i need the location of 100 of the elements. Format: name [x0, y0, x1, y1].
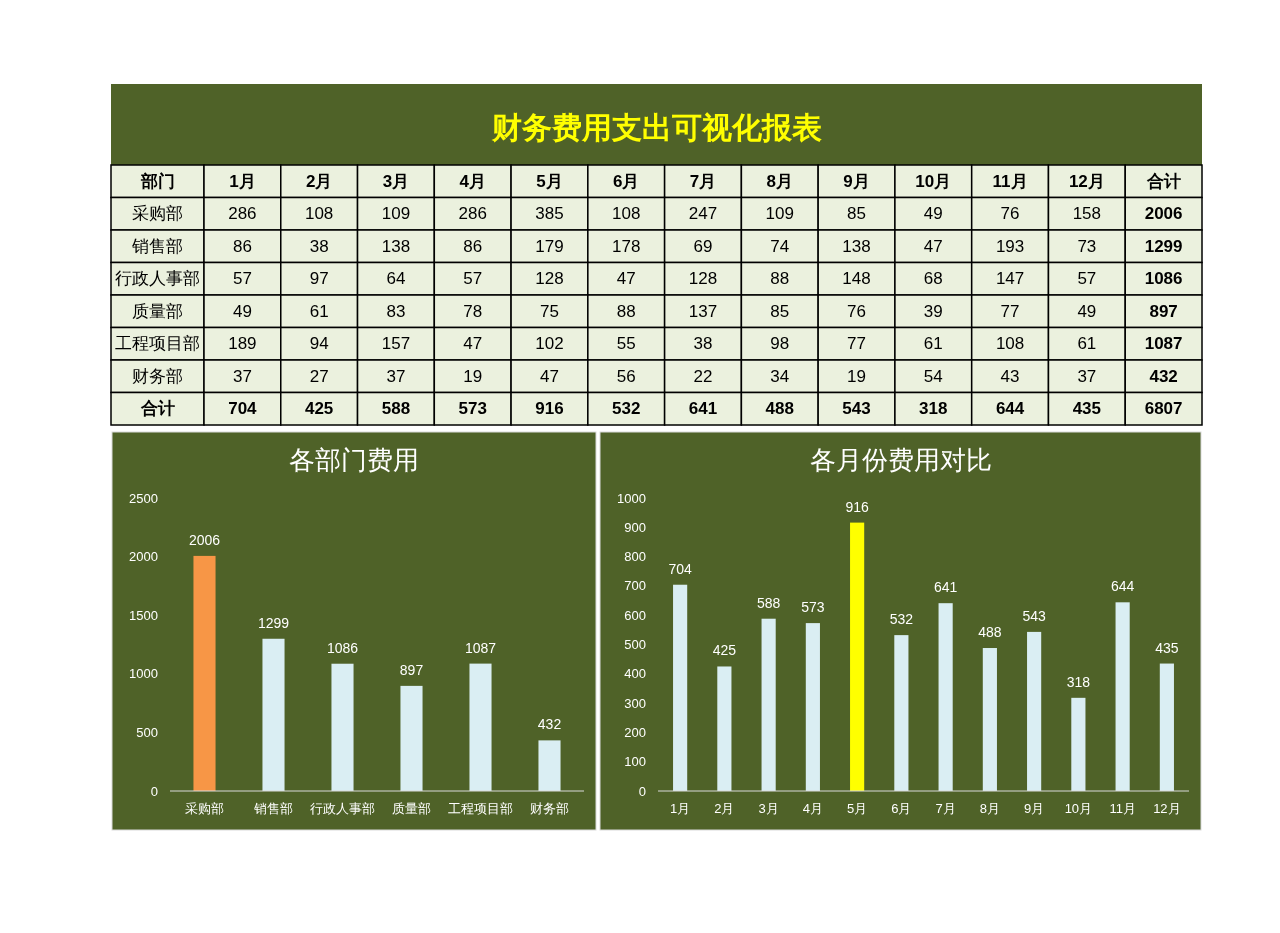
x-tick-label: 11月 [1109, 800, 1136, 816]
bar [400, 685, 423, 791]
data-label: 432 [537, 716, 562, 733]
data-label: 148 [842, 269, 871, 289]
data-label: 128 [535, 269, 564, 289]
data-label: 94 [309, 334, 329, 354]
data-label: 108 [995, 334, 1025, 354]
x-tick-label: 3月 [382, 171, 410, 191]
data-label: 43 [1000, 366, 1020, 386]
bar [1071, 697, 1086, 791]
data-label: 385 [535, 204, 564, 224]
data-label: 897 [399, 661, 424, 678]
data-label: 85 [770, 301, 790, 321]
data-label: 488 [765, 399, 794, 419]
y-tick-label: 800 [624, 549, 646, 565]
data-label: 34 [770, 366, 790, 386]
data-label: 157 [381, 334, 411, 354]
data-label: 73 [1077, 236, 1097, 256]
y-tick-label: 500 [624, 637, 646, 652]
data-label: 37 [386, 366, 406, 386]
data-label: 39 [923, 301, 943, 321]
data-label: 1299 [1144, 236, 1183, 256]
data-label: 543 [1022, 607, 1047, 624]
data-label: 47 [463, 334, 483, 354]
x-tick-label: 3月 [758, 800, 779, 816]
data-label: 488 [978, 624, 1002, 641]
data-label: 19 [847, 366, 866, 386]
data-label: 318 [919, 399, 948, 419]
data-label: 189 [228, 334, 257, 354]
data-label: 1087 [464, 639, 497, 656]
data-label: 22 [693, 366, 713, 386]
data-label: 27 [309, 366, 329, 386]
data-label: 641 [933, 579, 958, 596]
y-tick-label: 900 [624, 519, 646, 535]
bar [673, 584, 688, 791]
y-tick-label: 销售部 [131, 236, 183, 256]
bar [1027, 631, 1042, 791]
x-tick-label: 质量部 [392, 800, 431, 816]
data-label: 55 [616, 334, 636, 354]
data-label: 704 [668, 560, 693, 577]
y-tick-label: 400 [624, 666, 646, 682]
bar [717, 666, 732, 791]
data-label: 138 [381, 236, 411, 256]
chart-title: 各月份费用对比 [809, 445, 992, 475]
data-label: 318 [1066, 673, 1091, 690]
data-label: 85 [847, 204, 866, 224]
data-label: 644 [995, 399, 1025, 419]
data-label: 532 [889, 611, 914, 628]
data-label: 108 [612, 204, 641, 224]
bar [761, 618, 776, 791]
data-label: 2006 [1144, 204, 1183, 224]
data-label: 193 [995, 236, 1025, 256]
data-label: 61 [309, 301, 329, 321]
data-label: 573 [801, 599, 825, 616]
data-label: 49 [1077, 301, 1097, 321]
data-label: 704 [228, 399, 258, 419]
data-label: 38 [309, 236, 329, 256]
data-label: 76 [847, 301, 866, 321]
y-tick-label: 1500 [129, 607, 158, 623]
y-tick-label: 1000 [617, 490, 646, 506]
bar [193, 555, 216, 791]
bar [1115, 602, 1130, 791]
data-label: 573 [458, 399, 487, 419]
data-label: 78 [463, 301, 483, 321]
y-tick-label: 合计 [139, 399, 175, 419]
x-tick-label: 9月 [843, 171, 870, 191]
data-label: 75 [540, 301, 559, 321]
x-tick-label: 9月 [1024, 800, 1045, 816]
data-label: 38 [693, 334, 713, 354]
y-tick-label: 100 [624, 754, 646, 770]
y-tick-label: 600 [624, 607, 646, 623]
data-label: 86 [232, 236, 252, 256]
x-tick-label: 11月 [992, 171, 1028, 191]
y-tick-label: 2500 [129, 490, 158, 506]
data-label: 109 [381, 204, 411, 224]
data-label: 916 [845, 498, 870, 515]
x-tick-label: 1月 [229, 171, 256, 191]
data-label: 68 [923, 269, 943, 289]
data-label: 137 [688, 301, 718, 321]
data-label: 88 [616, 301, 636, 321]
data-label: 19 [463, 366, 483, 386]
chart-title: 财务费用支出可视化报表 [490, 110, 822, 144]
data-label: 102 [535, 334, 564, 354]
bar [331, 663, 354, 791]
y-tick-label: 2000 [129, 549, 158, 565]
x-tick-label: 12月 [1153, 800, 1181, 816]
data-label: 1087 [1144, 334, 1183, 354]
data-label: 69 [693, 236, 713, 256]
x-tick-label: 财务部 [530, 800, 569, 816]
data-label: 532 [612, 399, 641, 419]
data-label: 6807 [1144, 399, 1183, 419]
x-tick-label: 4月 [802, 800, 823, 816]
x-tick-label: 行政人事部 [310, 800, 375, 816]
data-label: 1299 [257, 614, 290, 631]
bar [850, 522, 865, 791]
x-tick-label: 采购部 [185, 800, 224, 816]
y-tick-label: 700 [624, 578, 646, 594]
y-tick-label: 行政人事部 [115, 269, 200, 289]
y-tick-label: 300 [624, 695, 646, 711]
x-tick-label: 6月 [613, 171, 640, 191]
